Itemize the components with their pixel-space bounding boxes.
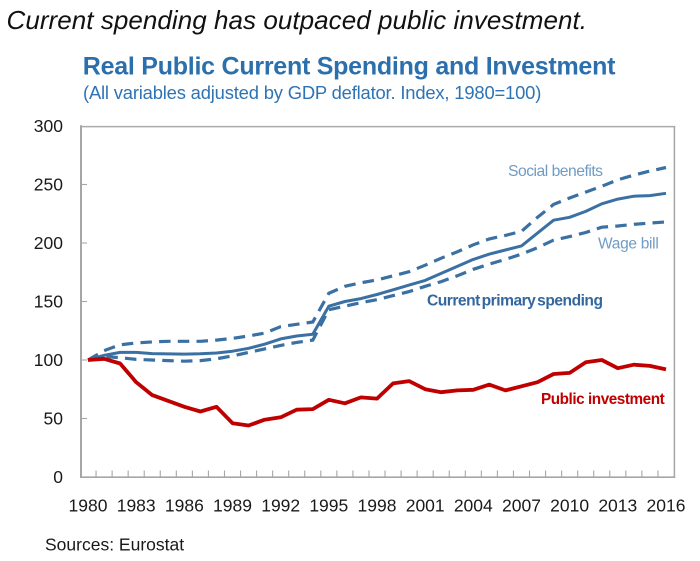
svg-text:1998: 1998 <box>358 496 397 516</box>
svg-text:2010: 2010 <box>550 496 589 516</box>
svg-text:2001: 2001 <box>406 496 445 516</box>
svg-text:150: 150 <box>34 292 63 312</box>
svg-text:Real Public Current Spending a: Real Public Current Spending and Investm… <box>83 52 616 80</box>
svg-text:1995: 1995 <box>309 496 348 516</box>
svg-text:200: 200 <box>34 233 63 253</box>
svg-text:Public investment: Public investment <box>541 391 665 408</box>
svg-text:1989: 1989 <box>213 496 252 516</box>
svg-text:2007: 2007 <box>502 496 541 516</box>
svg-text:1980: 1980 <box>69 496 108 516</box>
svg-text:300: 300 <box>34 116 63 136</box>
svg-text:1992: 1992 <box>261 496 300 516</box>
svg-text:1983: 1983 <box>117 496 156 516</box>
svg-text:2016: 2016 <box>647 496 686 516</box>
svg-text:100: 100 <box>34 350 63 370</box>
svg-text:Sources: Eurostat: Sources: Eurostat <box>45 535 184 555</box>
svg-text:(All variables adjusted by GDP: (All variables adjusted by GDP deflator.… <box>83 82 541 103</box>
svg-text:Social benefits: Social benefits <box>508 163 603 180</box>
svg-text:250: 250 <box>34 175 63 195</box>
svg-text:1986: 1986 <box>165 496 204 516</box>
svg-text:0: 0 <box>53 467 63 487</box>
svg-text:Current primary spending: Current primary spending <box>427 292 603 309</box>
svg-text:50: 50 <box>44 409 64 429</box>
svg-text:2013: 2013 <box>598 496 637 516</box>
svg-text:2004: 2004 <box>454 496 493 516</box>
svg-text:Current spending has outpaced: Current spending has outpaced public inv… <box>7 5 588 35</box>
svg-text:Wage bill: Wage bill <box>598 236 658 253</box>
